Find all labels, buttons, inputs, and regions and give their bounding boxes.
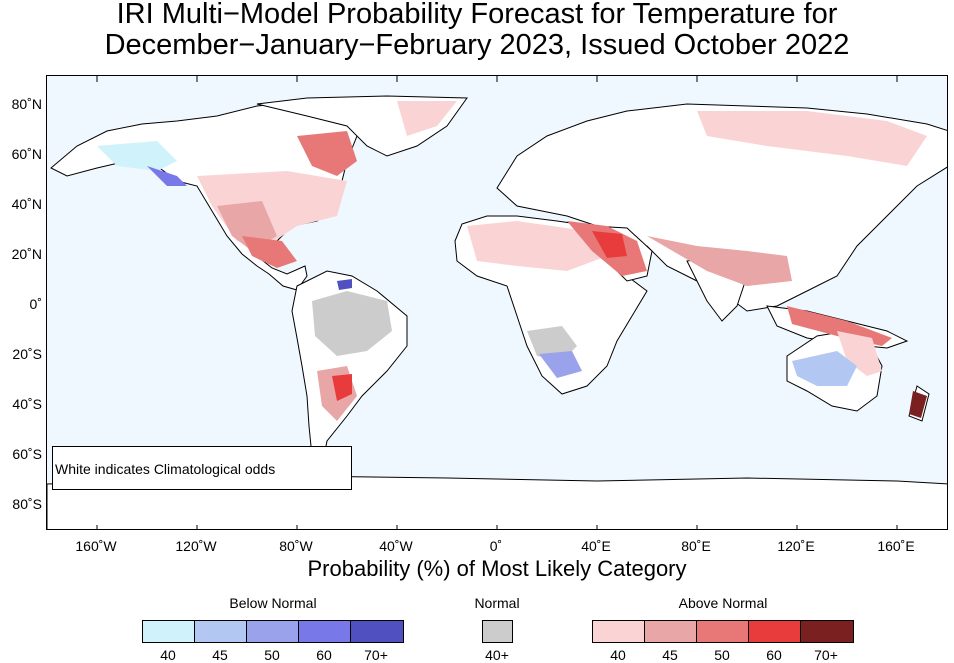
below-normal-label-60: 60 bbox=[316, 647, 332, 663]
below-normal-label-45: 45 bbox=[212, 647, 228, 663]
map-title-line-1: IRI Multi−Model Probability Forecast for… bbox=[116, 0, 838, 30]
map-canvas bbox=[47, 76, 947, 529]
below-normal-label-50: 50 bbox=[264, 647, 280, 663]
above-normal-label-70: 70+ bbox=[814, 647, 838, 663]
below-normal-label-40: 40 bbox=[160, 647, 176, 663]
lon-label-40e: 40˚E bbox=[581, 538, 611, 554]
legend-subtitle: Probability (%) of Most Likely Category bbox=[307, 556, 687, 581]
above-normal-swatch-40 bbox=[592, 620, 645, 643]
lon-label-80e: 80˚E bbox=[681, 538, 711, 554]
above-normal-label-40: 40 bbox=[610, 647, 626, 663]
lat-label-20n: 20˚N bbox=[11, 246, 42, 262]
normal-label-40: 40+ bbox=[485, 647, 509, 663]
lon-label-160e: 160˚E bbox=[877, 538, 915, 554]
lat-label-60n: 60˚N bbox=[11, 146, 42, 162]
climatological-odds-note: White indicates Climatological odds bbox=[52, 446, 352, 490]
lon-label-40w: 40˚W bbox=[379, 538, 413, 554]
lon-label-0: 0˚ bbox=[489, 538, 503, 554]
above-normal-swatch-60 bbox=[748, 620, 801, 643]
below-normal-swatch-50 bbox=[246, 620, 299, 643]
above-normal-label-45: 45 bbox=[662, 647, 678, 663]
lat-label-80s: 80˚S bbox=[12, 496, 42, 512]
above-normal-title: Above Normal bbox=[678, 595, 768, 611]
lat-label-40s: 40˚S bbox=[12, 396, 42, 412]
above-normal-swatch-50 bbox=[696, 620, 749, 643]
lat-label-40n: 40˚N bbox=[11, 196, 42, 212]
above-normal-swatch-70 bbox=[800, 620, 854, 643]
lat-label-60s: 60˚S bbox=[12, 446, 42, 462]
forecast-map bbox=[46, 75, 948, 530]
lon-label-80w: 80˚W bbox=[279, 538, 313, 554]
normal-title: Normal bbox=[474, 595, 520, 611]
above-normal-swatch-45 bbox=[644, 620, 697, 643]
below-normal-title: Below Normal bbox=[229, 595, 317, 611]
lat-label-20s: 20˚S bbox=[12, 346, 42, 362]
below-normal-swatch-70 bbox=[350, 620, 404, 643]
above-normal-label-60: 60 bbox=[766, 647, 782, 663]
below-normal-swatch-40 bbox=[142, 620, 195, 643]
normal-swatch-40 bbox=[482, 620, 513, 643]
lon-label-120w: 120˚W bbox=[175, 538, 217, 554]
lon-label-160w: 160˚W bbox=[75, 538, 117, 554]
below-normal-label-70: 70+ bbox=[364, 647, 388, 663]
above-normal-label-50: 50 bbox=[714, 647, 730, 663]
lat-label-0: 0˚ bbox=[29, 296, 42, 312]
below-normal-swatch-60 bbox=[298, 620, 351, 643]
below-normal-swatch-45 bbox=[194, 620, 247, 643]
map-title-line-2: December−January−February 2023, Issued O… bbox=[104, 29, 850, 61]
lat-label-80n: 80˚N bbox=[11, 96, 42, 112]
lon-label-120e: 120˚E bbox=[777, 538, 815, 554]
